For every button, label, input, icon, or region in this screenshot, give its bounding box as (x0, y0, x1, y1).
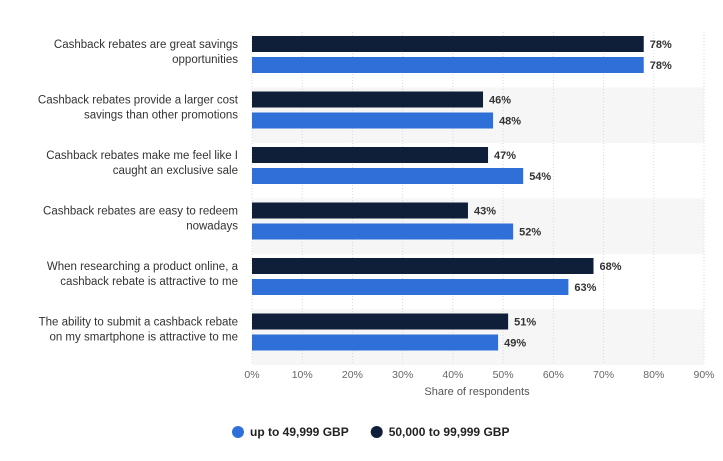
legend-label: up to 49,999 GBP (250, 425, 349, 439)
data-label: 43% (474, 206, 496, 218)
category-label: opportunities (172, 54, 238, 66)
x-tick-label: 20% (342, 369, 363, 381)
bar[interactable] (252, 279, 569, 295)
bar[interactable] (252, 57, 644, 73)
category-label: nowadays (186, 221, 238, 233)
category-label: Cashback rebates provide a larger cost (38, 95, 239, 107)
legend-marker (232, 426, 244, 438)
data-label: 48% (499, 116, 521, 128)
category-label: When researching a product online, a (47, 261, 239, 273)
x-axis-ticks: 0% 10% 20% 30% 40% 50% 60% 70% 80% 90% (244, 369, 714, 381)
bar[interactable] (252, 258, 594, 274)
x-tick-label: 10% (292, 369, 313, 381)
category-label: Cashback rebates are great savings (54, 39, 238, 51)
data-labels: 78% 78% 46% 48% 47% 54% 43% 52% 68% 63% 51% 49% (474, 39, 672, 350)
data-label: 63% (574, 282, 596, 294)
bar[interactable] (252, 91, 484, 108)
data-label: 52% (519, 227, 541, 239)
data-label: 78% (650, 39, 672, 51)
bar[interactable] (252, 36, 644, 52)
category-label: savings than other promotions (84, 110, 238, 122)
x-tick-label: 50% (493, 369, 514, 381)
x-tick-label: 40% (442, 369, 463, 381)
bar[interactable] (252, 334, 499, 351)
x-tick-label: 60% (543, 369, 564, 381)
data-label: 46% (489, 95, 511, 107)
x-axis-title: Share of respondents (424, 386, 530, 398)
data-label: 47% (494, 150, 516, 162)
legend-item[interactable]: up to 49,999 GBP (232, 425, 349, 439)
category-label: Cashback rebates are easy to redeem (43, 206, 238, 218)
legend[interactable]: up to 49,999 GBP 50,000 to 99,999 GBP (232, 425, 509, 439)
x-tick-label: 90% (693, 369, 714, 381)
data-label: 68% (600, 261, 622, 273)
bar[interactable] (252, 112, 494, 129)
category-label: caught an exclusive sale (113, 165, 238, 177)
category-labels: Cashback rebates are great savings opport… (38, 39, 239, 344)
data-label: 78% (650, 60, 672, 72)
legend-marker (370, 426, 383, 438)
data-label: 49% (504, 338, 526, 350)
bar[interactable] (252, 313, 509, 330)
bar[interactable] (252, 202, 468, 219)
data-label: 51% (514, 317, 536, 329)
category-label: Cashback rebates make me feel like I (46, 150, 238, 162)
category-label: cashback rebate is attractive to me (60, 276, 238, 288)
bars (252, 36, 644, 351)
data-label: 54% (529, 171, 551, 183)
bar[interactable] (252, 223, 514, 240)
x-tick-label: 80% (643, 369, 664, 381)
legend-label: 50,000 to 99,999 GBP (389, 425, 510, 439)
x-tick-label: 30% (392, 369, 413, 381)
category-label: on my smartphone is attractive to me (49, 332, 238, 344)
category-label: The ability to submit a cashback rebate (39, 317, 238, 329)
bar[interactable] (252, 147, 489, 163)
legend-item[interactable]: 50,000 to 99,999 GBP (370, 425, 510, 439)
x-tick-label: 70% (593, 369, 614, 381)
bar[interactable] (252, 168, 524, 184)
x-tick-label: 0% (244, 369, 259, 381)
